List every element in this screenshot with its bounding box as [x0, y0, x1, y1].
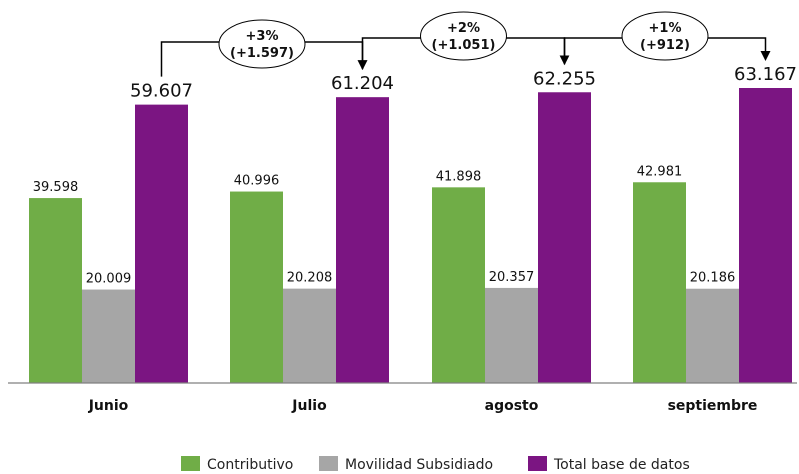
change-amount: (+1.597): [230, 46, 294, 61]
legend-label-total-base-de-datos: Total base de datos: [553, 457, 690, 473]
change-percent: +2%: [447, 21, 480, 36]
change-amount: (+1.051): [432, 38, 496, 53]
legend-swatch-total-base-de-datos: [528, 456, 547, 471]
change-bubble: [621, 11, 709, 61]
bar-contributivo-julio: [230, 191, 283, 383]
value-label-contributivo-septiembre: 42.981: [637, 164, 683, 179]
value-label-movilidad-subsidiado-junio: 20.009: [86, 272, 132, 287]
change-annotations: +3% (+1.597) +2% (+1.051) +1% (+912): [160, 11, 771, 77]
value-label-contributivo-julio: 40.996: [234, 174, 280, 189]
bar-movilidad-subsidiado-julio: [283, 288, 336, 383]
bar-contributivo-agosto: [432, 187, 485, 383]
change-bubble: [420, 11, 507, 61]
bar-contributivo-junio: [29, 198, 82, 383]
bar-total-base-de-datos-junio: [135, 104, 188, 384]
value-label-total-base-de-datos-julio: 61.204: [331, 73, 394, 94]
legend-label-movilidad-subsidiado: Movilidad Subsidiado: [345, 457, 493, 473]
value-label-total-base-de-datos-septiembre: 63.167: [734, 64, 797, 85]
legend-label-contributivo: Contributivo: [207, 457, 293, 473]
bar-movilidad-subsidiado-septiembre: [686, 288, 739, 383]
bar-movilidad-subsidiado-junio: [82, 289, 135, 383]
change-percent: +1%: [649, 21, 682, 36]
change-percent: +3%: [246, 29, 279, 44]
bar-movilidad-subsidiado-agosto: [485, 287, 538, 383]
category-labels: Junio Julio agosto septiembre: [88, 398, 758, 414]
bar-total-base-de-datos-septiembre: [739, 88, 792, 383]
legend: Contributivo Movilidad Subsidiado Total ba…: [181, 456, 690, 473]
bar-total-base-de-datos-julio: [336, 97, 389, 383]
value-label-movilidad-subsidiado-julio: 20.208: [287, 271, 333, 286]
value-label-contributivo-junio: 39.598: [33, 180, 79, 195]
legend-swatch-movilidad-subsidiado: [319, 456, 338, 471]
bar-total-base-de-datos-agosto: [538, 92, 591, 383]
category-label-julio: Julio: [291, 398, 327, 414]
value-label-contributivo-agosto: 41.898: [436, 169, 482, 184]
value-label-movilidad-subsidiado-agosto: 20.357: [489, 270, 535, 285]
bar-contributivo-septiembre: [633, 182, 686, 383]
change-amount: (+912): [640, 38, 690, 53]
change-bubble: [218, 19, 306, 69]
category-label-junio: Junio: [88, 398, 129, 414]
value-labels: 39.598 20.009 59.607 40.996 20.208 61.204 41.8…: [33, 64, 797, 287]
value-label-total-base-de-datos-agosto: 62.255: [533, 68, 596, 89]
bars: [29, 88, 792, 384]
value-label-movilidad-subsidiado-septiembre: 20.186: [690, 271, 736, 286]
category-label-agosto: agosto: [485, 398, 539, 414]
legend-swatch-contributivo: [181, 456, 200, 471]
value-label-total-base-de-datos-junio: 59.607: [130, 81, 193, 102]
category-label-septiembre: septiembre: [668, 398, 758, 414]
